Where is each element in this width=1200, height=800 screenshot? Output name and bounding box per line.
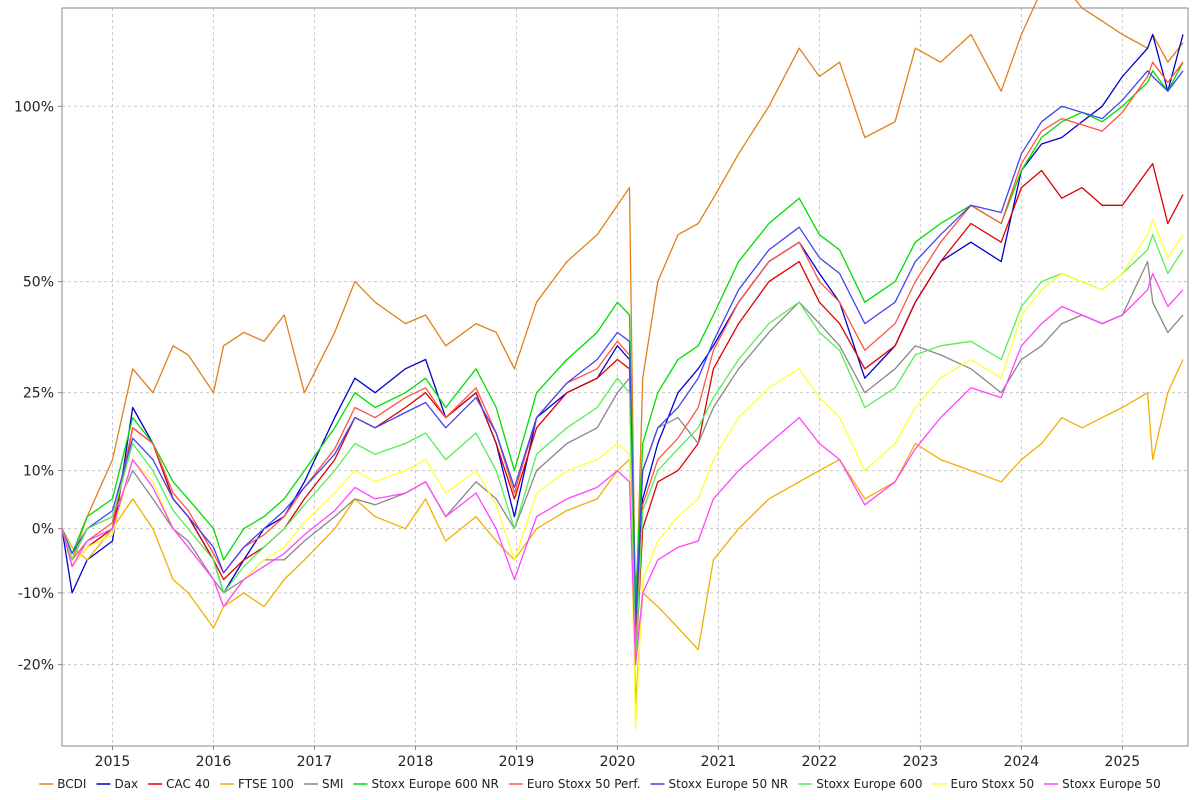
x-tick-label: 2015 xyxy=(95,754,131,770)
x-tick-label: 2025 xyxy=(1105,754,1141,770)
x-axis-ticks: 2015 2016 2017 2018 2019 2020 2021 2022 2023 2024… xyxy=(95,746,1141,770)
x-tick-label: 2022 xyxy=(802,754,838,770)
series-line-stoxx-europe-50 xyxy=(61,272,1184,666)
x-tick-label: 2018 xyxy=(398,754,434,770)
grid xyxy=(62,8,1188,746)
x-tick-label: 2024 xyxy=(1004,754,1040,770)
x-tick-label: 2023 xyxy=(903,754,939,770)
legend-label-bcdi: BCDI xyxy=(57,777,86,791)
x-tick-label: 2020 xyxy=(600,754,636,770)
legend-label-stoxx-europe-600-nr: Stoxx Europe 600 NR xyxy=(371,777,498,791)
series-line-stoxx-europe-600 xyxy=(61,234,1184,666)
legend: BCDI Dax CAC 40 FTSE 100 SMI Stoxx Europe 600… xyxy=(39,777,1161,791)
series-line-stoxx-europe-600-nr xyxy=(61,61,1184,608)
series-line-bcdi xyxy=(61,0,1184,629)
plot-frame xyxy=(61,7,1189,747)
legend-label-dax: Dax xyxy=(114,777,138,791)
legend-label-smi: SMI xyxy=(322,777,344,791)
legend-label-euro-stoxx-50: Euro Stoxx 50 xyxy=(951,777,1035,791)
legend-label-stoxx-europe-50: Stoxx Europe 50 xyxy=(1062,777,1161,791)
series-line-stoxx-europe-50-nr xyxy=(61,70,1184,622)
x-tick-label: 2017 xyxy=(297,754,333,770)
legend-label-cac-40: CAC 40 xyxy=(166,777,210,791)
y-axis-ticks: -20% -10% 0% 10% 25% 50% 100% xyxy=(14,99,62,674)
y-tick-label: 0% xyxy=(32,522,54,538)
x-tick-label: 2016 xyxy=(196,754,232,770)
y-tick-label: -10% xyxy=(18,586,54,602)
legend-label-stoxx-europe-600: Stoxx Europe 600 xyxy=(816,777,922,791)
y-tick-label: 10% xyxy=(23,464,54,480)
y-tick-label: 100% xyxy=(14,99,54,115)
y-tick-label: 25% xyxy=(23,386,54,402)
y-tick-label: -20% xyxy=(18,658,54,674)
legend-label-ftse-100: FTSE 100 xyxy=(238,777,294,791)
legend-label-stoxx-europe-50-nr: Stoxx Europe 50 NR xyxy=(669,777,789,791)
legend-label-euro-stoxx-50-perf: Euro Stoxx 50 Perf. xyxy=(527,777,641,791)
series-lines xyxy=(61,0,1184,730)
x-tick-label: 2019 xyxy=(499,754,535,770)
y-tick-label: 50% xyxy=(23,275,54,291)
x-tick-label: 2021 xyxy=(701,754,737,770)
